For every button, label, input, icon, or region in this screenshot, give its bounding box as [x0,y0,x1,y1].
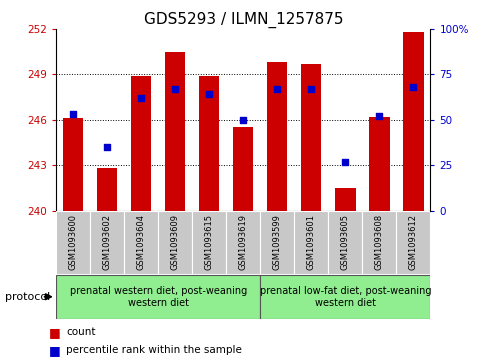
Text: GSM1093608: GSM1093608 [374,214,383,270]
Text: GSM1093600: GSM1093600 [69,214,78,270]
Bar [260,211,294,274]
Bar [327,211,362,274]
Text: count: count [66,327,95,337]
Point [239,117,246,123]
Bar [233,127,253,211]
Text: GSM1093602: GSM1093602 [102,214,112,270]
Text: percentile rank within the sample: percentile rank within the sample [66,345,242,355]
Point [341,159,348,164]
Bar [395,211,429,274]
Point [408,84,416,90]
Text: ■: ■ [49,326,61,339]
Bar [199,76,219,211]
Bar [158,211,192,274]
Bar [260,275,429,319]
Bar [362,211,395,274]
Bar [294,211,327,274]
Bar [402,32,423,211]
Text: GSM1093604: GSM1093604 [137,214,145,270]
Point [103,144,111,150]
Point [171,86,179,92]
Text: GSM1093612: GSM1093612 [408,214,417,270]
Bar [97,168,117,211]
Point [273,86,281,92]
Text: GSM1093605: GSM1093605 [340,214,349,270]
Text: GSM1093619: GSM1093619 [238,214,247,270]
Text: GSM1093601: GSM1093601 [306,214,315,270]
Bar [56,211,90,274]
Point [69,111,77,117]
Bar [90,211,124,274]
Bar [131,76,151,211]
Title: GDS5293 / ILMN_1257875: GDS5293 / ILMN_1257875 [143,12,342,28]
Text: GSM1093609: GSM1093609 [170,214,180,270]
Bar [266,62,287,211]
Bar [192,211,226,274]
Text: GSM1093599: GSM1093599 [272,215,281,270]
Bar [301,64,321,211]
Point [375,113,383,119]
Bar [226,211,260,274]
Text: GSM1093615: GSM1093615 [204,214,213,270]
Bar [165,52,185,211]
Point [137,95,145,101]
Bar [124,211,158,274]
Bar [63,118,83,211]
Bar [368,117,389,211]
Bar [56,275,260,319]
Text: prenatal low-fat diet, post-weaning
western diet: prenatal low-fat diet, post-weaning west… [259,286,430,307]
Bar [334,188,355,211]
Text: prenatal western diet, post-weaning
western diet: prenatal western diet, post-weaning west… [69,286,246,307]
Point [205,91,213,97]
Text: protocol: protocol [5,292,50,302]
Text: ■: ■ [49,344,61,357]
Point [307,86,315,92]
